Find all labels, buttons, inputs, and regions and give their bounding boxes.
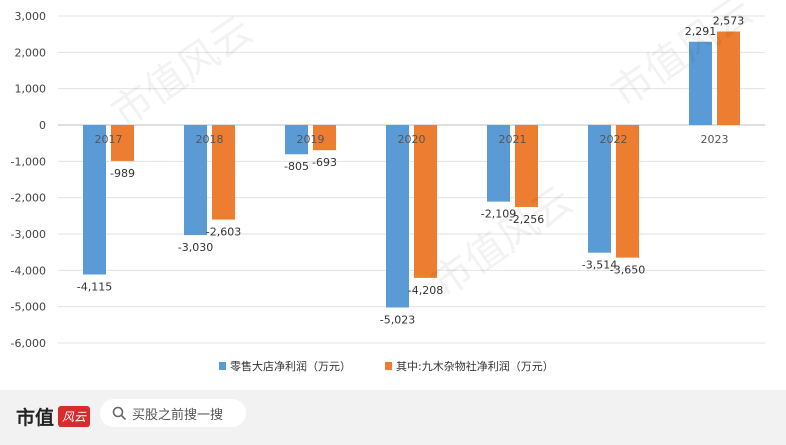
x-tick-label: 2019 [297,133,325,146]
y-axis: 3,000 2,000 1,000 0 -1,000 -2,000 -3,000 -4,000… [11,10,46,350]
bar [588,125,611,253]
bar [414,125,437,278]
data-label: -4,115 [77,281,112,294]
brand-logo: 市值 风云 [16,403,91,430]
y-tick-label: -3,000 [11,228,46,241]
bar [83,125,106,275]
data-label: -805 [284,160,309,173]
data-label: -989 [110,167,135,180]
data-label: 2,291 [685,25,717,38]
search-text: 买股之前搜一搜 [132,407,224,423]
x-tick-label: 2023 [701,133,729,146]
y-tick-label: -4,000 [11,264,46,277]
brand-mark: 风云 [58,406,91,427]
x-tick-label: 2020 [398,133,426,146]
x-tick-label: 2018 [196,133,224,146]
y-tick-label: 2,000 [15,46,47,59]
x-tick-label: 2022 [600,133,628,146]
legend-label: 其中:九木杂物社净利润（万元） [396,359,554,373]
search-button[interactable]: 买股之前搜一搜 [100,399,246,427]
data-labels: -4,115 -989 -3,030 -2,603 -805 -693 -5,023 -4,2… [77,15,744,327]
data-label: -2,603 [206,226,241,239]
y-tick-label: -5,000 [11,301,46,314]
bar [111,125,134,161]
y-tick-label: -1,000 [11,155,46,168]
data-label: -3,650 [610,264,645,277]
bar [717,31,740,125]
grid-layer [58,15,765,344]
footer-bar: 市值 风云 买股之前搜一搜 [0,390,786,445]
data-label: -2,256 [509,213,544,226]
data-label: -2,109 [481,208,516,221]
y-tick-label: 3,000 [15,10,47,23]
bar [212,125,235,220]
legend-swatch [385,362,392,370]
data-label: -4,208 [408,284,443,297]
search-icon [112,406,126,420]
x-axis-labels: 2017 2018 2019 2020 2021 2022 2023 [95,133,729,146]
chart-card: 3,000 2,000 1,000 0 -1,000 -2,000 -3,000 -4,000… [0,0,786,390]
data-label: 2,573 [713,15,745,28]
y-tick-label: 1,000 [15,83,47,96]
bar [616,125,639,258]
bar [285,125,308,155]
bar [386,125,409,308]
bar-chart: 3,000 2,000 1,000 0 -1,000 -2,000 -3,000 -4,000… [11,10,765,373]
bars-layer [83,31,740,308]
y-tick-label: 0 [39,119,46,132]
bar [184,125,207,236]
x-tick-label: 2021 [499,133,527,146]
bar [689,41,712,126]
bar [515,125,538,207]
legend-label: 零售大店净利润（万元） [230,359,351,373]
bar [487,125,510,202]
data-label: -3,030 [178,241,213,254]
legend: 零售大店净利润（万元） 其中:九木杂物社净利润（万元） [219,359,554,373]
data-label: -3,514 [582,259,617,272]
y-tick-label: -6,000 [11,337,46,350]
brand-name: 市值 [16,407,55,429]
y-tick-label: -2,000 [11,192,46,205]
x-tick-label: 2017 [95,133,123,146]
legend-swatch [219,362,226,370]
data-label: -5,023 [380,314,415,327]
data-label: -693 [312,156,337,169]
bar [313,125,336,151]
